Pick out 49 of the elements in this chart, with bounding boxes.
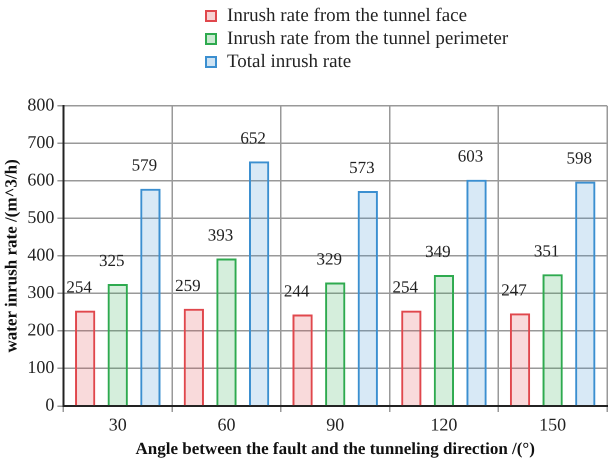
y-tick-label: 100 — [27, 357, 54, 378]
data-label: 349 — [425, 242, 451, 262]
bar — [466, 180, 487, 406]
data-label: 254 — [66, 278, 92, 297]
bar — [140, 188, 160, 406]
y-tick-label: 500 — [27, 207, 54, 228]
data-label: 652 — [240, 128, 266, 148]
y-tick-label: 600 — [27, 170, 54, 190]
bar — [434, 275, 454, 406]
y-tick-label: 300 — [27, 282, 54, 302]
data-label: 244 — [284, 281, 310, 300]
data-label: 603 — [458, 146, 484, 166]
bar — [542, 274, 563, 406]
x-tick-label: 150 — [539, 414, 566, 435]
x-axis-title: Angle between the fault and the tunneling direction /(°) — [136, 439, 535, 458]
data-label: 329 — [316, 250, 342, 269]
y-axis-title: water inrush rate /(m^3/h) — [2, 159, 21, 353]
y-tick-label: 400 — [27, 244, 54, 265]
bar — [358, 190, 378, 406]
data-label: 254 — [392, 278, 419, 297]
bar — [75, 310, 96, 406]
y-tick-label: 800 — [27, 94, 54, 115]
bar — [510, 313, 530, 406]
data-label: 598 — [566, 148, 592, 168]
data-label: 579 — [132, 156, 158, 175]
data-label: 259 — [175, 276, 201, 295]
x-tick-label: 30 — [108, 414, 127, 435]
bar — [216, 258, 237, 406]
bar — [184, 308, 204, 406]
data-label: 325 — [99, 251, 125, 270]
x-tick-label: 60 — [217, 414, 236, 435]
bar — [575, 182, 596, 406]
bar — [248, 161, 270, 406]
x-tick-label: 90 — [326, 414, 344, 435]
y-tick-label: 700 — [27, 132, 54, 152]
data-label: 247 — [501, 280, 528, 300]
bar — [325, 282, 346, 406]
legend-label: Inrush rate from the tunnel perimeter — [227, 27, 508, 50]
bar — [401, 310, 422, 406]
data-label: 351 — [534, 241, 560, 260]
bar — [292, 314, 313, 406]
bar — [108, 284, 128, 406]
data-label: 573 — [349, 158, 375, 177]
legend-label: Inrush rate from the tunnel face — [227, 4, 468, 27]
legend-label: Total inrush rate — [227, 50, 352, 73]
y-tick-label: 200 — [27, 320, 54, 340]
x-tick-label: 120 — [430, 414, 458, 435]
y-tick-label: 0 — [45, 394, 54, 415]
data-label: 393 — [208, 225, 234, 244]
